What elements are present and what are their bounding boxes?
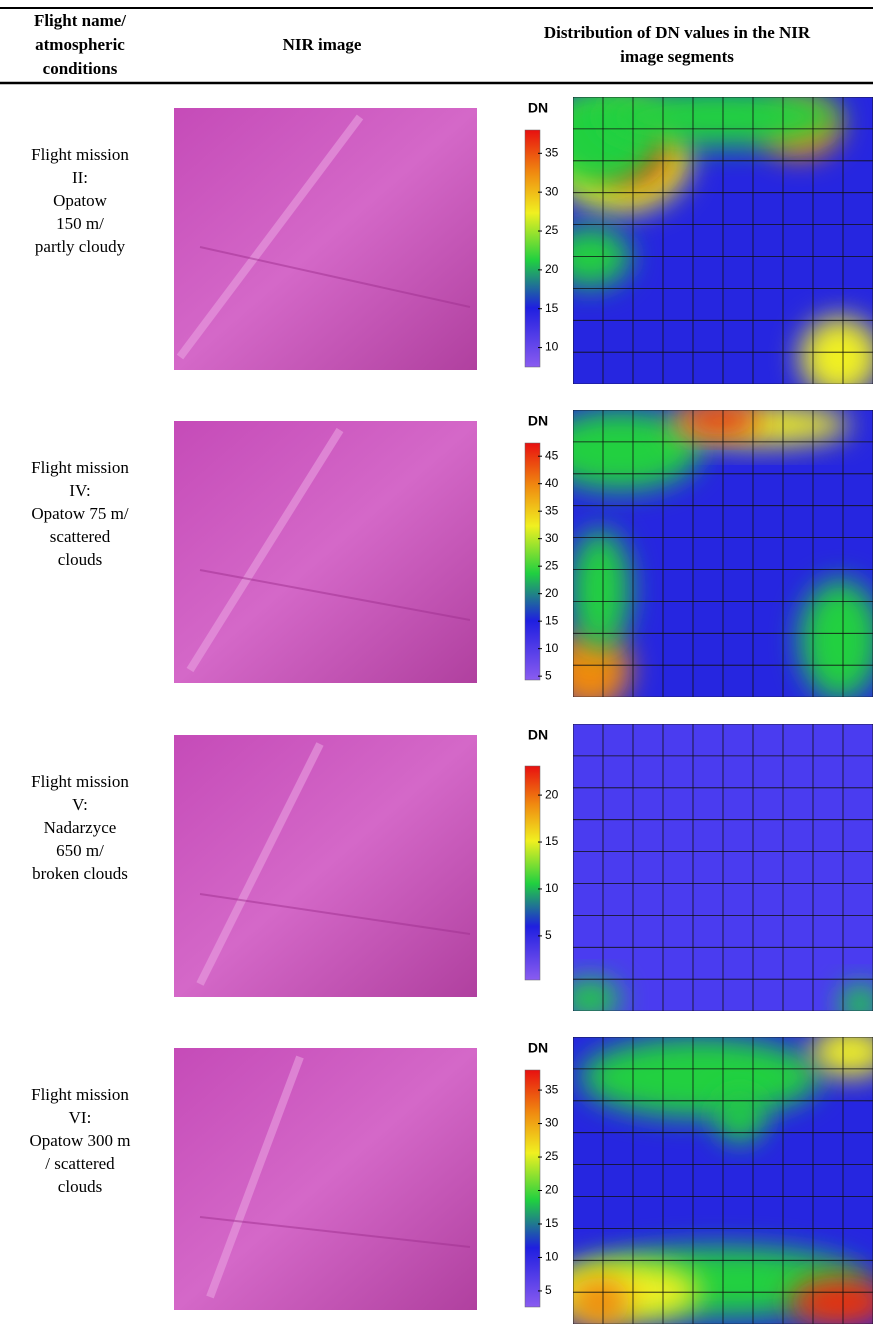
colorbar-label: DN	[528, 727, 548, 743]
condition-text: Opatow	[53, 191, 108, 210]
colorbar-tick-label: 35	[545, 1082, 559, 1096]
colorbar-label: DN	[528, 413, 548, 429]
colorbar-tick-label: 10	[545, 881, 559, 895]
colorbar-tick-label: 20	[545, 1183, 559, 1197]
condition-text: Flight mission	[31, 145, 129, 164]
colorbar-tick-label: 30	[545, 184, 559, 198]
condition-text: Opatow 75 m/	[31, 504, 129, 523]
colorbar-tick-label: 15	[545, 301, 559, 315]
colorbar-tick-label: 35	[545, 145, 559, 159]
heatmap	[560, 724, 873, 1024]
colorbar-tick-label: 10	[545, 1250, 559, 1264]
nir-image	[174, 735, 477, 997]
colorbar	[525, 1070, 540, 1307]
header-text: image segments	[620, 47, 734, 66]
colorbar	[525, 766, 540, 980]
heatmap-body	[540, 405, 873, 710]
colorbar-tick-label: 10	[545, 641, 559, 655]
condition-text: clouds	[58, 1177, 102, 1196]
header-text: atmospheric	[35, 35, 125, 54]
colorbar-tick-label: 15	[545, 613, 559, 627]
condition-text: Opatow 300 m	[29, 1131, 130, 1150]
colorbar-tick-label: 10	[545, 340, 559, 354]
colorbar-label: DN	[528, 100, 548, 116]
condition-text: scattered	[50, 527, 111, 546]
colorbar-tick-label: 20	[545, 586, 559, 600]
heatmap	[540, 87, 873, 397]
colorbar	[525, 443, 540, 680]
colorbar-tick-label: 40	[545, 476, 559, 490]
colorbar-tick-label: 30	[545, 531, 559, 545]
heatmap	[540, 405, 873, 710]
heatmap-blob	[715, 1092, 765, 1142]
colorbar-tick-label: 25	[545, 558, 559, 572]
colorbar-tick-label: 35	[545, 503, 559, 517]
condition-text: broken clouds	[32, 864, 128, 883]
heatmap-blob	[570, 1277, 630, 1327]
condition-text: IV:	[69, 481, 90, 500]
condition-text: / scattered	[45, 1154, 115, 1173]
colorbar-tick-label: 25	[545, 223, 559, 237]
condition-text: clouds	[58, 550, 102, 569]
condition-text: II:	[72, 168, 88, 187]
condition-text: Flight mission	[31, 458, 129, 477]
colorbar-tick-label: 5	[545, 928, 552, 942]
condition-text: Nadarzyce	[44, 818, 117, 837]
condition-text: VI:	[69, 1108, 92, 1127]
heatmap-blob	[580, 1037, 820, 1117]
heatmap-blob	[680, 405, 760, 435]
condition-text: V:	[72, 795, 88, 814]
heatmap-blob	[570, 530, 630, 650]
colorbar	[525, 130, 540, 367]
header-text: conditions	[43, 59, 118, 78]
heatmap-body	[540, 87, 873, 397]
condition-text: 650 m/	[56, 841, 104, 860]
condition-text: 150 m/	[56, 214, 104, 233]
heatmap	[540, 1027, 873, 1327]
heatmap-blob	[550, 227, 630, 287]
condition-text: partly cloudy	[35, 237, 126, 256]
table-page: Flight name/atmospheric conditions NIR ima…	[0, 0, 873, 1330]
header-text: Flight name/	[34, 11, 126, 30]
condition-text: Flight mission	[31, 772, 129, 791]
colorbar-tick-label: 15	[545, 1216, 559, 1230]
colorbar-tick-label: 5	[545, 1283, 552, 1297]
colorbar-tick-label: 20	[545, 262, 559, 276]
nir-image	[174, 108, 477, 370]
colorbar-tick-label: 25	[545, 1149, 559, 1163]
colorbar-label: DN	[528, 1040, 548, 1056]
heatmap-blob	[560, 979, 620, 1019]
condition-text: Flight mission	[31, 1085, 129, 1104]
header-text: Distribution of DN values in the NIR	[544, 23, 811, 42]
heatmap-body	[540, 1027, 873, 1327]
colorbar-tick-label: 45	[545, 448, 559, 462]
heatmap-body	[560, 724, 873, 1024]
heatmap-blob	[600, 87, 840, 147]
colorbar-tick-label: 20	[545, 787, 559, 801]
colorbar-tick-label: 15	[545, 834, 559, 848]
colorbar-tick-label: 30	[545, 1116, 559, 1130]
header-text: NIR image	[283, 35, 362, 54]
colorbar-tick-label: 5	[545, 668, 552, 682]
